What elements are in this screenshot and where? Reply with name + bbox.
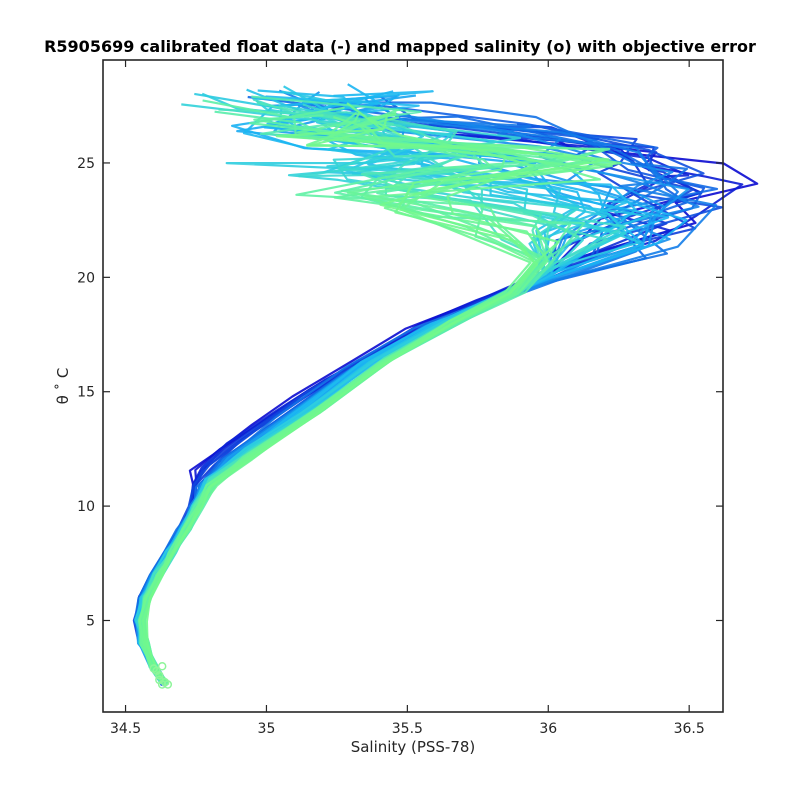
y-tick-label: 25 [77, 156, 95, 172]
chart-title: R5905699 calibrated float data (-) and m… [44, 37, 756, 56]
x-axis: 34.5 35 35.5 36 36.5 [110, 60, 705, 737]
y-tick-label: 20 [77, 270, 95, 286]
y-tick-label: 15 [77, 385, 95, 401]
mapped-salinity-point [149, 664, 158, 673]
x-tick-label: 35 [258, 721, 276, 737]
y-axis: 5 10 15 20 25 [77, 156, 723, 629]
y-tick-label: 10 [77, 499, 95, 515]
x-tick-label: 34.5 [110, 721, 141, 737]
plot-frame [102, 59, 724, 713]
x-tick-label: 35.5 [392, 721, 423, 737]
y-tick-label: 5 [86, 613, 95, 629]
x-tick-label: 36.5 [674, 721, 705, 737]
profile-line [145, 102, 610, 684]
profile-line [133, 101, 689, 686]
mapped-salinity-point [157, 661, 167, 671]
x-tick-label: 36 [539, 721, 557, 737]
mapped-salinity-layer [149, 661, 173, 689]
y-axis-label: θ ˚ C [54, 368, 72, 405]
x-axis-label: Salinity (PSS-78) [351, 738, 476, 756]
mapped-salinity-point [163, 680, 173, 689]
profiles-layer [132, 83, 759, 687]
